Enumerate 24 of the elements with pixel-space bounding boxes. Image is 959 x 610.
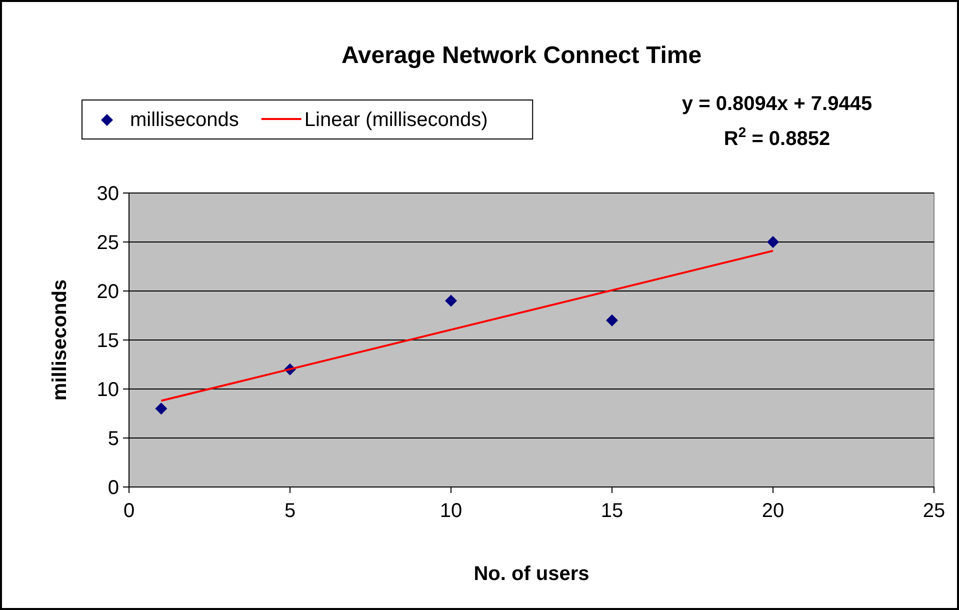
- legend-label: milliseconds: [130, 109, 239, 131]
- point: [767, 236, 779, 248]
- x-axis-title: No. of users: [474, 563, 590, 585]
- x-tick-label: 0: [123, 500, 135, 522]
- y-axis-title: milliseconds: [49, 279, 71, 401]
- y-tick-label: 25: [96, 232, 119, 254]
- legend-label: Linear (milliseconds): [304, 109, 488, 131]
- x-tick-label: 10: [440, 500, 462, 522]
- point: [155, 402, 168, 415]
- x-tick-label: 15: [600, 500, 624, 522]
- x-tick-label: 20: [762, 500, 784, 522]
- y-tick-label: 5: [108, 428, 119, 450]
- y-tick-label: 30: [96, 183, 119, 205]
- y-tick-label: 20: [96, 281, 119, 303]
- y-tick-label: 15: [96, 330, 119, 352]
- x-tick-label: 5: [284, 500, 296, 522]
- y-tick-label: 10: [96, 379, 119, 401]
- text: R$^{2}$ = 0.8852: [724, 124, 830, 150]
- chart-title: Average Network Connect Time: [341, 42, 702, 69]
- point: [606, 314, 618, 326]
- y-tick-label: 0: [108, 477, 119, 499]
- text: y = 0.8094x + 7.9445: [682, 93, 872, 115]
- x-tick-label: 25: [922, 500, 946, 522]
- point: [445, 294, 457, 307]
